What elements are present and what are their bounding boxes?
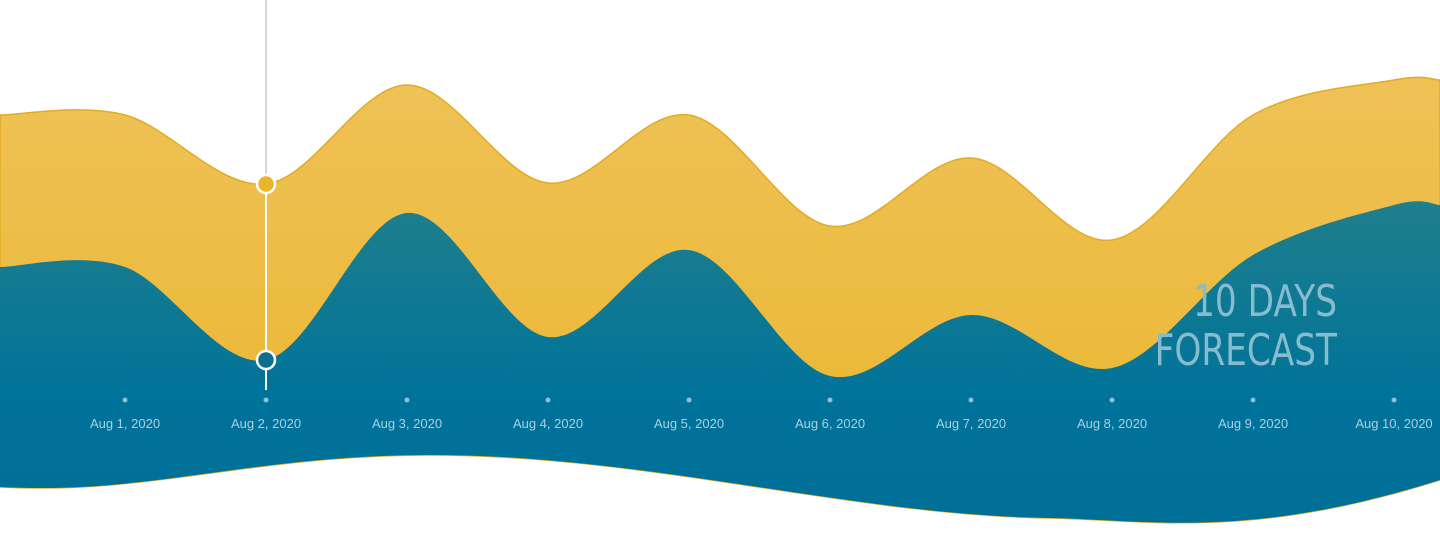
hover-marker (255, 173, 277, 195)
x-tick-dot (827, 397, 833, 403)
x-tick-dot (1391, 397, 1397, 403)
annotation: FORECAST (1155, 325, 1338, 376)
x-tick-label: Aug 8, 2020 (1077, 416, 1147, 431)
x-tick-label: Aug 2, 2020 (231, 416, 301, 431)
x-tick-dot (968, 397, 974, 403)
x-tick-label: Aug 1, 2020 (90, 416, 160, 431)
x-tick-dot (404, 397, 410, 403)
x-tick-label: Aug 10, 2020 (1355, 416, 1432, 431)
x-tick-dot (1109, 397, 1115, 403)
x-tick-dot (263, 397, 269, 403)
hover-marker (255, 349, 277, 371)
x-tick-dot (1250, 397, 1256, 403)
x-tick-label: Aug 5, 2020 (654, 416, 724, 431)
x-tick-label: Aug 4, 2020 (513, 416, 583, 431)
x-tick-label: Aug 3, 2020 (372, 416, 442, 431)
x-tick-dot (686, 397, 692, 403)
annotation: 10 DAYS (1193, 276, 1337, 327)
x-tick-label: Aug 7, 2020 (936, 416, 1006, 431)
x-tick-dot (122, 397, 128, 403)
x-tick-label: Aug 9, 2020 (1218, 416, 1288, 431)
area (0, 201, 1440, 523)
x-tick-label: Aug 6, 2020 (795, 416, 865, 431)
x-tick-dot (545, 397, 551, 403)
